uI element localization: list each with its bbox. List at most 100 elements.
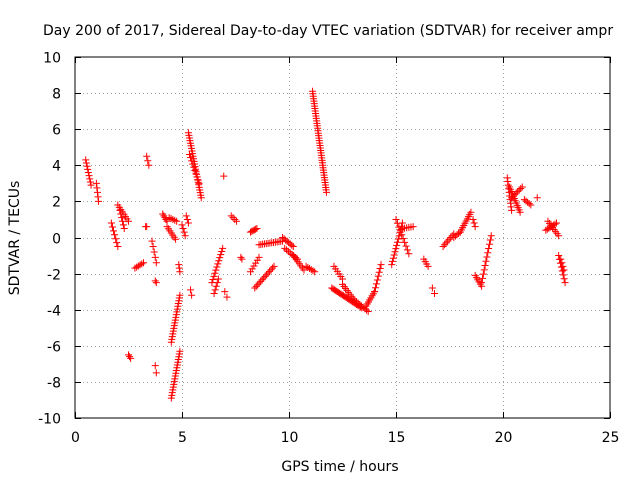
data-point: [94, 193, 102, 201]
data-point: [398, 231, 406, 239]
data-point: [144, 157, 152, 165]
x-tick-label: 10: [281, 430, 299, 446]
data-point: [560, 275, 568, 283]
data-point: [311, 268, 319, 276]
y-tick-label: -2: [47, 268, 61, 284]
data-point: [511, 191, 519, 199]
data-point: [238, 255, 246, 263]
data-point: [255, 253, 263, 261]
chart-title: Day 200 of 2017, Sidereal Day-to-day VTE…: [43, 23, 613, 39]
data-point: [83, 162, 91, 170]
data-point: [478, 274, 486, 282]
data-point: [558, 267, 566, 275]
data-point: [252, 225, 260, 233]
data-point: [169, 215, 177, 223]
data-point: [212, 266, 220, 274]
y-tick-label: 4: [52, 159, 61, 175]
x-axis-label: GPS time / hours: [281, 459, 398, 475]
x-tick-label: 15: [388, 430, 406, 446]
data-point: [553, 219, 560, 227]
data-point: [195, 179, 203, 187]
data-point: [375, 268, 383, 276]
data-point: [223, 293, 231, 301]
data-point: [392, 245, 400, 253]
data-point: [558, 259, 566, 267]
data-point: [118, 214, 126, 222]
data-point: [482, 257, 490, 265]
data-point: [509, 192, 517, 200]
data-point: [372, 280, 380, 288]
data-point: [176, 268, 184, 276]
data-point: [82, 159, 90, 167]
data-point: [514, 188, 522, 196]
data-point: [120, 224, 128, 232]
data-point: [283, 246, 291, 254]
data-point: [518, 183, 526, 191]
data-point: [484, 249, 492, 257]
data-point: [288, 241, 296, 249]
data-point: [409, 223, 417, 231]
data-point: [159, 210, 167, 218]
data-point: [182, 212, 190, 220]
data-point: [322, 188, 330, 196]
data-point: [218, 247, 226, 255]
data-point: [251, 284, 259, 292]
data-point: [512, 189, 520, 197]
data-point: [525, 200, 533, 208]
data-point: [176, 347, 184, 355]
data-point: [401, 238, 409, 246]
data-point: [389, 257, 397, 265]
data-point: [152, 259, 160, 267]
data-point: [252, 259, 260, 267]
y-tick-label: -6: [47, 340, 61, 356]
data-point: [402, 242, 410, 250]
data-point: [193, 173, 201, 181]
data-point: [395, 223, 403, 231]
data-point: [390, 251, 398, 259]
data-point: [221, 288, 229, 296]
data-point: [248, 265, 256, 273]
data-point: [479, 270, 487, 278]
data-point: [152, 369, 160, 377]
data-point: [176, 291, 184, 299]
data-point: [188, 291, 196, 299]
data-point: [392, 215, 400, 223]
data-point: [266, 267, 274, 275]
data-point: [227, 212, 235, 220]
data-point: [444, 237, 452, 245]
data-point: [237, 253, 245, 261]
data-point: [211, 286, 219, 294]
data-point: [173, 217, 181, 225]
y-tick-label: 6: [52, 123, 61, 139]
data-point: [194, 176, 202, 184]
x-tick-label: 20: [495, 430, 513, 446]
data-point: [269, 264, 277, 272]
data-point: [111, 231, 119, 239]
data-point: [393, 241, 401, 249]
data-point: [391, 248, 399, 256]
data-point: [371, 288, 379, 296]
data-point: [125, 217, 132, 225]
data-point: [388, 261, 396, 269]
data-point: [270, 262, 278, 270]
data-point: [284, 247, 292, 255]
x-tick-label: 25: [602, 430, 620, 446]
data-point: [197, 194, 205, 202]
data-point: [95, 197, 103, 205]
data-point: [455, 229, 463, 237]
data-point: [112, 235, 120, 243]
data-point: [557, 255, 565, 263]
data-point: [210, 289, 218, 297]
data-point: [191, 167, 199, 175]
data-point: [258, 276, 266, 284]
data-point: [263, 271, 271, 279]
y-tick-label: -10: [38, 412, 61, 428]
data-point: [181, 232, 189, 240]
data-point: [486, 236, 494, 244]
data-point: [126, 353, 134, 361]
data-point: [478, 279, 486, 287]
data-point: [480, 266, 488, 274]
data-point: [162, 215, 170, 223]
data-points: [82, 87, 569, 402]
